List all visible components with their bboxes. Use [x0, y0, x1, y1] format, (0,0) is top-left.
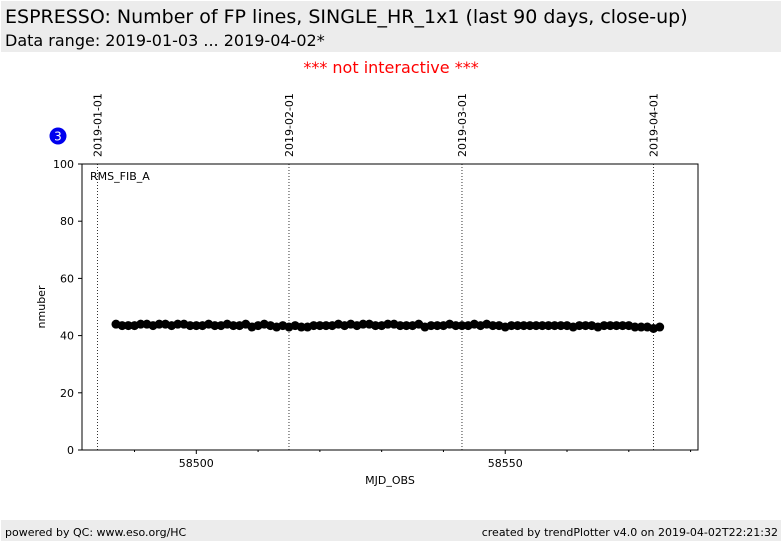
footer-band: [1, 520, 781, 541]
point: [506, 321, 516, 331]
point: [309, 321, 319, 331]
x-tick-label: 58500: [179, 457, 214, 470]
point: [513, 321, 523, 331]
y-tick-label: 100: [53, 158, 74, 171]
footer-right: created by trendPlotter v4.0 on 2019-04-…: [482, 526, 778, 539]
point: [636, 322, 646, 332]
point: [136, 319, 146, 329]
note: *** not interactive ***: [303, 58, 478, 77]
point: [655, 322, 665, 332]
point: [185, 321, 195, 331]
point: [581, 321, 591, 331]
y-axis-label: nmuber: [35, 285, 48, 328]
point: [525, 321, 535, 331]
y-tick-label: 20: [60, 387, 74, 400]
date-label: 2019-01-01: [91, 93, 104, 157]
point: [599, 321, 609, 331]
point: [401, 321, 411, 331]
chart-title: ESPRESSO: Number of FP lines, SINGLE_HR_…: [5, 6, 688, 28]
badge: 3: [54, 130, 62, 144]
chart-subtitle: Data range: 2019-01-03 ... 2019-04-02*: [5, 31, 325, 50]
y-tick-label: 0: [67, 444, 74, 457]
point: [432, 321, 442, 331]
x-axis-label: MJD_OBS: [365, 474, 415, 487]
date-label: 2019-02-01: [283, 93, 296, 157]
date-label: 2019-04-01: [648, 93, 661, 157]
point: [117, 321, 127, 331]
footer-left: powered by QC: www.eso.org/HC: [5, 526, 187, 539]
point: [451, 321, 461, 331]
point: [537, 321, 547, 331]
point: [210, 321, 220, 331]
point: [383, 319, 393, 329]
point: [315, 321, 325, 331]
point: [123, 321, 133, 331]
y-tick-label: 40: [60, 330, 74, 343]
plot-frame: [81, 163, 699, 451]
point: [358, 319, 368, 329]
date-label: 2019-03-01: [456, 93, 469, 157]
point: [426, 321, 436, 331]
point: [395, 321, 405, 331]
point: [296, 322, 306, 332]
point: [321, 321, 331, 331]
point: [488, 321, 498, 331]
point: [543, 321, 553, 331]
point: [228, 321, 238, 331]
point: [605, 321, 615, 331]
point: [618, 321, 628, 331]
point: [611, 321, 621, 331]
annotation: RMS_FIB_A: [90, 170, 150, 183]
point: [574, 321, 584, 331]
point: [531, 321, 541, 331]
point: [519, 321, 529, 331]
x-tick-label: 58550: [488, 457, 523, 470]
point: [154, 319, 164, 329]
point: [550, 321, 560, 331]
point: [556, 321, 566, 331]
y-tick-label: 60: [60, 272, 74, 285]
header-band: [1, 1, 781, 52]
point: [370, 321, 380, 331]
point: [173, 319, 183, 329]
point: [630, 322, 640, 332]
point: [457, 321, 467, 331]
point: [191, 321, 201, 331]
badge-circle: [49, 127, 67, 145]
y-tick-label: 80: [60, 215, 74, 228]
